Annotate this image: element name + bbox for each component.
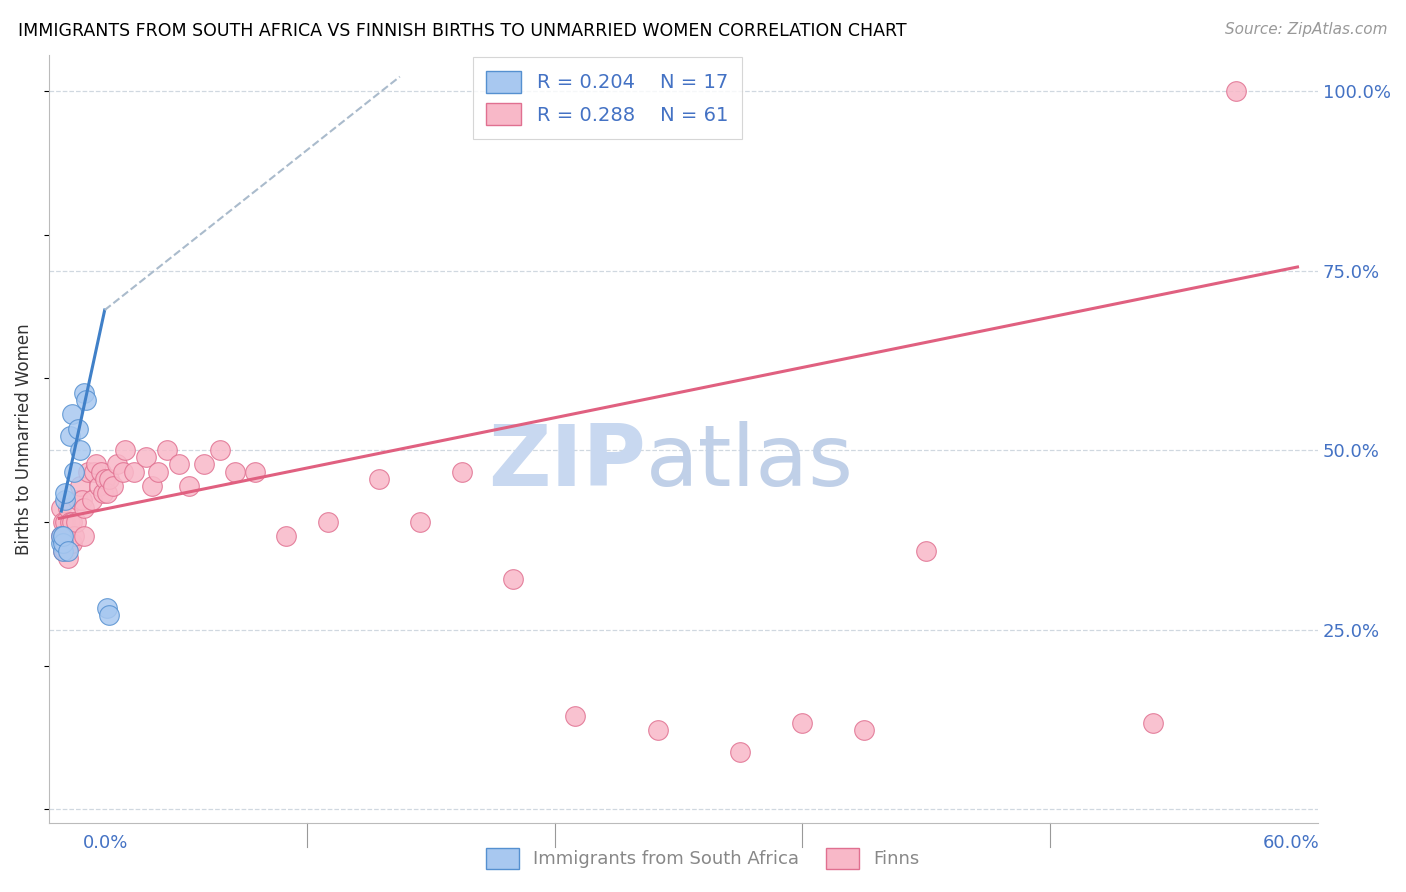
Point	[73, 500, 96, 515]
Text: IMMIGRANTS FROM SOUTH AFRICA VS FINNISH BIRTHS TO UNMARRIED WOMEN CORRELATION CH: IMMIGRANTS FROM SOUTH AFRICA VS FINNISH …	[18, 22, 907, 40]
Point	[55, 515, 77, 529]
Point	[60, 515, 83, 529]
Point	[55, 493, 77, 508]
Point	[62, 529, 84, 543]
Point	[70, 493, 93, 508]
Point	[86, 458, 108, 472]
Point	[52, 536, 75, 550]
Point	[450, 465, 472, 479]
Point	[55, 543, 77, 558]
Point	[62, 465, 84, 479]
Point	[51, 536, 73, 550]
Point	[66, 493, 89, 508]
Point	[59, 428, 82, 442]
Point	[69, 479, 91, 493]
Point	[96, 486, 118, 500]
Point	[55, 486, 77, 500]
Point	[69, 443, 91, 458]
Point	[52, 515, 75, 529]
Point	[97, 472, 120, 486]
Point	[179, 479, 201, 493]
Point	[224, 465, 246, 479]
Y-axis label: Births to Unmarried Women: Births to Unmarried Women	[15, 324, 32, 555]
Point	[564, 708, 586, 723]
Point	[122, 465, 145, 479]
Point	[209, 443, 232, 458]
Text: ZIP: ZIP	[488, 421, 645, 504]
Point	[51, 529, 73, 543]
Point	[792, 715, 814, 730]
Point	[59, 515, 82, 529]
Point	[52, 543, 75, 558]
Point	[368, 472, 391, 486]
Legend: Immigrants from South Africa, Finns: Immigrants from South Africa, Finns	[479, 840, 927, 876]
Point	[91, 486, 114, 500]
Point	[51, 529, 73, 543]
Point	[647, 723, 669, 738]
Point	[90, 465, 112, 479]
Point	[82, 493, 104, 508]
Point	[1225, 84, 1247, 98]
Point	[51, 500, 73, 515]
Point	[135, 450, 157, 465]
Point	[915, 543, 938, 558]
Point	[73, 529, 96, 543]
Point	[730, 745, 752, 759]
Point	[167, 458, 190, 472]
Point	[60, 407, 83, 421]
Point	[97, 608, 120, 623]
Point	[56, 550, 79, 565]
Point	[56, 543, 79, 558]
Point	[276, 529, 298, 543]
Point	[73, 385, 96, 400]
Text: Source: ZipAtlas.com: Source: ZipAtlas.com	[1225, 22, 1388, 37]
Point	[75, 392, 97, 407]
Point	[96, 601, 118, 615]
Point	[409, 515, 432, 529]
Text: atlas: atlas	[645, 421, 853, 504]
Point	[65, 515, 87, 529]
Legend: R = 0.204    N = 17, R = 0.288    N = 61: R = 0.204 N = 17, R = 0.288 N = 61	[472, 57, 742, 139]
Point	[316, 515, 339, 529]
Point	[101, 479, 124, 493]
Text: 60.0%: 60.0%	[1263, 834, 1319, 852]
Point	[114, 443, 136, 458]
Point	[93, 472, 115, 486]
Point	[52, 529, 75, 543]
Point	[105, 458, 128, 472]
Point	[853, 723, 876, 738]
Point	[193, 458, 215, 472]
Point	[56, 500, 79, 515]
Point	[77, 465, 100, 479]
Point	[55, 529, 77, 543]
Point	[52, 529, 75, 543]
Point	[83, 465, 105, 479]
Point	[1142, 715, 1164, 730]
Point	[66, 421, 89, 435]
Point	[87, 479, 110, 493]
Point	[141, 479, 163, 493]
Point	[245, 465, 267, 479]
Point	[148, 465, 170, 479]
Point	[56, 536, 79, 550]
Point	[155, 443, 177, 458]
Text: 0.0%: 0.0%	[83, 834, 128, 852]
Point	[60, 536, 83, 550]
Point	[52, 543, 75, 558]
Point	[502, 572, 524, 586]
Point	[59, 536, 82, 550]
Point	[112, 465, 135, 479]
